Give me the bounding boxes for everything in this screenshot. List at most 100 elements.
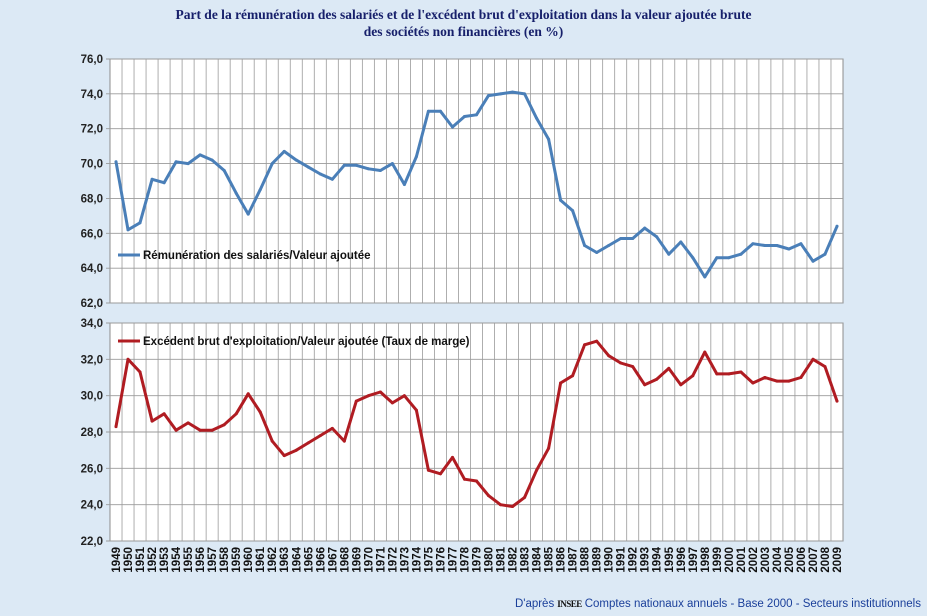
x-tick-label: 1988 xyxy=(580,546,592,572)
data-point-top xyxy=(823,252,827,256)
data-point-top xyxy=(186,162,190,166)
data-point-bottom xyxy=(679,383,683,387)
data-point-top xyxy=(246,212,250,216)
data-point-top xyxy=(655,235,659,239)
data-point-bottom xyxy=(835,399,839,403)
data-point-bottom xyxy=(198,428,202,432)
data-point-top xyxy=(426,109,430,113)
data-point-top xyxy=(679,240,683,244)
data-point-bottom xyxy=(354,399,358,403)
data-point-bottom xyxy=(186,421,190,425)
x-tick-label: 1991 xyxy=(616,546,628,572)
data-point-top xyxy=(691,256,695,260)
data-point-top xyxy=(775,244,779,247)
data-point-top xyxy=(366,167,370,171)
data-point-bottom xyxy=(487,494,490,498)
data-point-bottom xyxy=(607,354,611,358)
data-point-top xyxy=(559,198,563,202)
data-point-top xyxy=(318,172,322,176)
x-tick-label: 1957 xyxy=(207,547,219,573)
data-point-bottom xyxy=(499,503,502,507)
y-tick-label: 24,0 xyxy=(81,500,103,512)
footer-source: Comptes nationaux annuels - Base 2000 - … xyxy=(584,598,921,610)
data-point-top xyxy=(198,153,202,157)
data-point-top xyxy=(763,244,767,247)
x-tick-label: 1997 xyxy=(688,547,700,573)
data-point-bottom xyxy=(258,410,262,414)
data-point-top xyxy=(270,162,274,166)
data-point-bottom xyxy=(643,383,647,387)
x-tick-label: 2002 xyxy=(748,547,760,573)
footer-prefix: D'après xyxy=(514,598,555,610)
x-tick-label: 1996 xyxy=(676,547,688,573)
legend-top: Rémunération des salariés/Valeur ajoutée xyxy=(118,250,371,262)
data-point-top xyxy=(631,237,635,240)
data-point-top xyxy=(583,244,587,247)
data-point-top xyxy=(402,183,406,186)
y-tick-label: 26,0 xyxy=(81,463,103,475)
data-point-bottom xyxy=(583,343,587,347)
x-tick-label: 2001 xyxy=(736,546,748,572)
y-tick-label: 30,0 xyxy=(81,391,103,403)
x-tick-label: 1954 xyxy=(171,546,183,572)
data-point-bottom xyxy=(150,419,154,423)
x-tick-label: 1977 xyxy=(448,547,460,573)
data-point-top xyxy=(451,125,454,129)
data-point-top xyxy=(475,113,478,117)
data-point-bottom xyxy=(691,374,695,378)
data-point-bottom xyxy=(775,379,779,383)
data-point-bottom xyxy=(463,477,466,481)
y-tick-label: 62,0 xyxy=(81,298,103,310)
data-point-bottom xyxy=(294,448,298,452)
x-tick-label: 1982 xyxy=(508,547,520,573)
x-tick-label: 1983 xyxy=(520,547,532,573)
data-point-top xyxy=(667,252,671,256)
x-tick-label: 1975 xyxy=(423,546,435,572)
data-point-bottom xyxy=(378,390,382,394)
y-tick-label: 22,0 xyxy=(81,536,103,548)
panel-top: 62,0 64,0 66,0 68,0 70,0 72,0 74,0 76,0 Rémunéra… xyxy=(81,54,844,310)
y-tick-label: 74,0 xyxy=(81,89,103,101)
x-tick-label: 1978 xyxy=(460,546,472,572)
data-point-top xyxy=(835,224,839,228)
data-point-bottom xyxy=(823,365,827,369)
legend-label-top: Rémunération des salariés/Valeur ajoutée xyxy=(143,250,371,262)
data-point-top xyxy=(294,158,298,162)
data-point-bottom xyxy=(439,472,442,476)
data-point-bottom xyxy=(246,392,250,396)
data-point-top xyxy=(390,162,394,166)
data-point-top xyxy=(342,163,346,167)
data-point-top xyxy=(222,169,226,172)
x-tick-label: 1980 xyxy=(484,547,496,573)
data-point-top xyxy=(234,191,238,195)
x-tick-label: 1989 xyxy=(592,547,604,573)
data-point-bottom xyxy=(402,394,406,398)
x-tick-label: 1964 xyxy=(291,546,303,572)
x-tick-label: 2003 xyxy=(760,547,772,573)
data-point-top xyxy=(547,137,551,141)
data-point-bottom xyxy=(210,428,214,432)
data-point-top xyxy=(463,115,466,118)
source-footer: D'après INSEE Comptes nationaux annuels - … xyxy=(515,598,921,610)
chart-title-line2: des sociétés non financières (en %) xyxy=(363,24,564,39)
legend-label-bottom: Excédent brut d'exploitation/Valeur ajou… xyxy=(143,336,470,348)
data-point-top xyxy=(354,163,358,167)
data-point-bottom xyxy=(222,423,226,427)
data-point-bottom xyxy=(787,379,791,383)
x-tick-label: 1952 xyxy=(147,547,159,573)
data-point-bottom xyxy=(366,394,370,398)
data-point-top xyxy=(126,228,130,232)
data-point-bottom xyxy=(342,439,346,443)
x-tick-label: 1987 xyxy=(568,547,580,573)
x-tick-label: 1967 xyxy=(327,547,339,573)
data-point-bottom xyxy=(282,454,286,458)
y-tick-label: 72,0 xyxy=(81,124,103,136)
data-point-bottom xyxy=(306,441,310,445)
data-point-bottom xyxy=(631,365,635,369)
x-tick-label: 1979 xyxy=(472,547,484,573)
chart-title-line1: Part de la rémunération des salariés et … xyxy=(175,7,752,22)
x-tick-label: 2007 xyxy=(808,547,820,573)
x-tick-label: 1955 xyxy=(183,546,195,572)
data-point-bottom xyxy=(390,401,394,405)
data-point-top xyxy=(799,242,803,246)
